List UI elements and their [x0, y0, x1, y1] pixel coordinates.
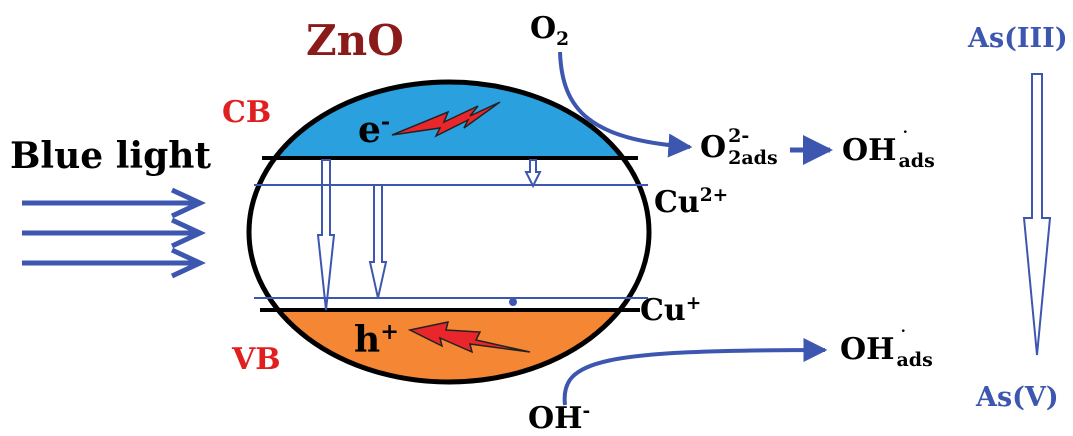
hydroxide-label: OH-	[528, 401, 591, 436]
hydroxyl-top-subscript: ads	[898, 150, 935, 172]
electron-lightning-icon	[391, 101, 501, 138]
arsenic-v-label: As(V)	[976, 382, 1059, 413]
material-label: ZnO	[306, 16, 404, 65]
transition-arrows	[316, 159, 542, 311]
superoxide-subscript: 2ads	[728, 147, 778, 169]
zno-particle-outline	[246, 79, 652, 385]
superoxide-base: O	[700, 130, 727, 165]
oxygen-subscript: 2	[556, 29, 570, 50]
superoxide-superscript: 2-	[728, 125, 750, 147]
oxygen-label: O2	[530, 11, 569, 49]
hydroxyl-top-base: OH	[842, 133, 897, 168]
light-source-label: Blue light	[10, 135, 212, 177]
copper-1-label: Cu+	[640, 293, 702, 328]
hydroxyl-bottom-base: OH	[840, 332, 895, 367]
hydroxyl-radical-bottom-label: OH ˙ ads	[840, 329, 933, 370]
copper-2-superscript: 2+	[699, 185, 729, 206]
hydroxyl-top-radical-dot: ˙	[900, 128, 910, 150]
hole-symbol: h	[354, 319, 381, 361]
trap-arrow	[524, 159, 542, 189]
trapped-carrier-dot	[509, 298, 517, 306]
copper-2-base: Cu	[654, 185, 700, 220]
superoxide-label: O 2- 2ads	[700, 127, 778, 168]
valence-band-fill	[249, 310, 649, 382]
valence-band-label: VB	[232, 342, 281, 377]
hole-label: h+	[354, 319, 399, 361]
arsenic-oxidation-arrow	[1022, 73, 1052, 356]
copper-2-label: Cu2+	[654, 185, 729, 220]
electron-symbol: e	[358, 109, 381, 151]
blue-light-arrows	[22, 187, 206, 279]
conduction-band-label: CB	[222, 95, 272, 130]
electron-charge: -	[380, 109, 391, 135]
copper-1-base: Cu	[640, 293, 686, 328]
light-ray-1-head	[170, 187, 206, 219]
hydroxyl-radical-top-label: OH ˙ ads	[842, 130, 935, 171]
hydroxyl-bottom-radical-dot: ˙	[898, 327, 908, 349]
hydroxide-superscript: -	[582, 401, 591, 422]
hydroxide-base: OH	[528, 401, 583, 436]
electron-label: e-	[358, 109, 391, 151]
recombination-arrow-1	[316, 159, 336, 311]
copper-1-superscript: +	[685, 293, 702, 314]
hydroxyl-bottom-subscript: ads	[896, 349, 933, 371]
hole-charge: +	[380, 319, 399, 345]
recombination-arrow-2	[368, 184, 388, 299]
light-ray-2-head	[170, 217, 206, 249]
oxygen-base: O	[530, 11, 557, 46]
oxygen-reduction-arrow	[558, 51, 693, 158]
arsenic-iii-label: As(III)	[968, 23, 1068, 54]
light-ray-3-head	[170, 247, 206, 279]
hole-lightning-icon	[407, 321, 531, 354]
hydroxide-oxidation-arrow	[562, 338, 828, 406]
